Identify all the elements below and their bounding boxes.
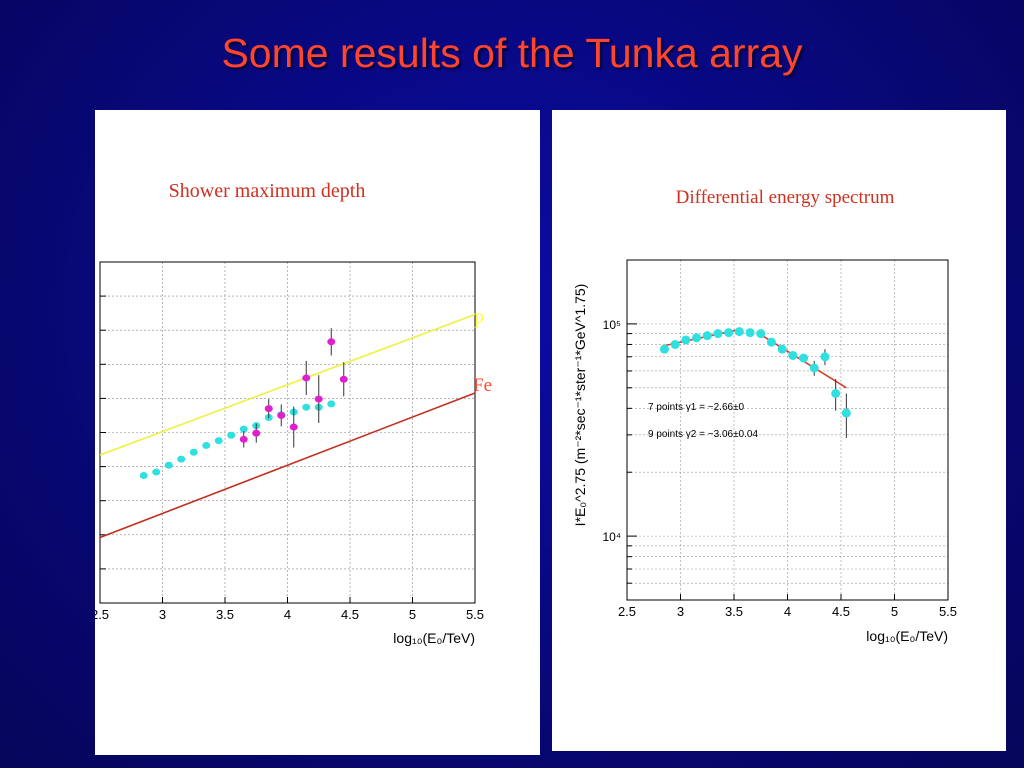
- x-tick-label: 2.5: [618, 604, 636, 619]
- data-point: [799, 353, 809, 363]
- xmax-chart-panel: Shower maximum depth30035040045050055060…: [95, 110, 540, 755]
- data-point: [302, 403, 311, 411]
- x-tick-label: 4.5: [832, 604, 850, 619]
- y-axis-label: I*E₀^2.75 (m⁻²*sec⁻¹*ster⁻¹*GeV^1.75): [572, 284, 588, 527]
- data-point: [239, 435, 248, 443]
- data-point: [756, 329, 766, 339]
- fit-label-2: 9 points γ2 = −3.06±0.04: [648, 429, 758, 440]
- data-point: [713, 329, 723, 339]
- data-point: [314, 395, 323, 403]
- x-tick-label: 5.5: [466, 607, 484, 622]
- data-point: [820, 352, 830, 362]
- x-tick-label: 3.5: [216, 607, 234, 622]
- data-point: [264, 405, 273, 413]
- data-point: [202, 441, 211, 449]
- data-point: [702, 331, 712, 341]
- model-line: [99, 313, 476, 456]
- data-point: [692, 333, 702, 343]
- data-point: [289, 423, 298, 431]
- data-point: [831, 388, 841, 398]
- slide-title: Some results of the Tunka array: [221, 30, 803, 76]
- data-point: [339, 375, 348, 383]
- data-point: [841, 408, 851, 418]
- model-line: [99, 392, 476, 539]
- data-point: [227, 431, 236, 439]
- data-point: [809, 363, 819, 373]
- data-point: [327, 338, 336, 346]
- data-point: [788, 350, 798, 360]
- data-point: [724, 328, 734, 338]
- x-axis-label: log₁₀(E₀/TeV): [393, 630, 475, 646]
- x-tick-label: 5.5: [939, 604, 957, 619]
- data-point: [214, 437, 223, 445]
- xmax-chart: Shower maximum depth30035040045050055060…: [95, 180, 484, 646]
- x-axis-label: log₁₀(E₀/TeV): [866, 628, 948, 644]
- x-tick-label: 4: [784, 604, 791, 619]
- data-point: [164, 461, 173, 469]
- x-tick-label: 5: [891, 604, 898, 619]
- spectrum-chart-panel: Differential energy spectrum 10⁴ 10⁵ 2.5 3 3.…: [552, 110, 1006, 751]
- x-tick-label: 3.5: [725, 604, 743, 619]
- data-point: [252, 429, 261, 437]
- data-point: [745, 328, 755, 338]
- data-point: [239, 425, 248, 433]
- data-point: [670, 339, 680, 349]
- chart-title: Differential energy spectrum: [676, 187, 895, 208]
- x-tick-label: 3: [677, 604, 684, 619]
- data-point: [327, 400, 336, 408]
- data-point: [152, 468, 161, 476]
- data-point: [302, 374, 311, 382]
- x-tick-label: 3: [159, 607, 166, 622]
- data-point: [681, 335, 691, 345]
- y-tick-label: 10⁴: [602, 530, 621, 544]
- x-tick-label: 2.5: [95, 607, 109, 622]
- data-point: [777, 344, 787, 354]
- spectrum-chart: Differential energy spectrum 10⁴ 10⁵ 2.5 3 3.…: [572, 187, 957, 644]
- y-tick-label: 10⁵: [603, 318, 621, 332]
- data-point: [177, 455, 186, 463]
- x-tick-label: 4: [284, 607, 291, 622]
- data-point: [766, 337, 776, 347]
- fit-label-1: 7 points γ1 = −2.66±0: [648, 402, 745, 413]
- data-point: [189, 448, 198, 456]
- data-point: [277, 411, 286, 419]
- chart-title: Shower maximum depth: [169, 180, 366, 202]
- data-point: [139, 471, 148, 479]
- x-tick-label: 5: [409, 607, 416, 622]
- x-tick-label: 4.5: [341, 607, 359, 622]
- data-point: [734, 327, 744, 337]
- data-point: [659, 344, 669, 354]
